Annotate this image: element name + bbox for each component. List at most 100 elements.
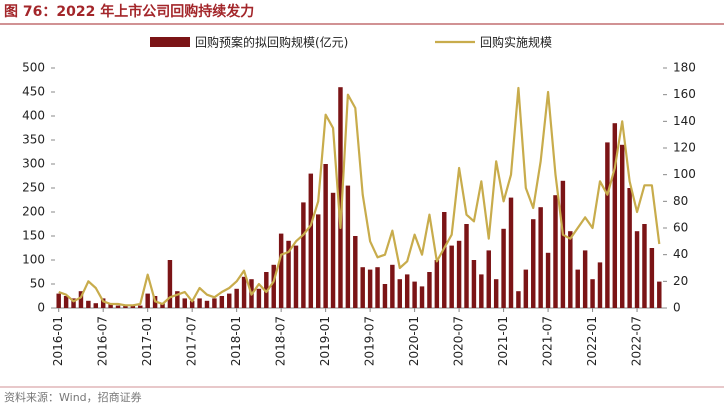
y-tick-label: 50 [30, 277, 45, 291]
bar [367, 269, 373, 308]
y2-tick-label: 20 [673, 274, 688, 288]
bar [100, 298, 106, 308]
bar [204, 300, 210, 308]
bar [419, 286, 425, 308]
bar [86, 300, 91, 308]
bar [115, 305, 121, 308]
bar [486, 250, 491, 308]
x-tick-label: 2017-07 [185, 316, 199, 366]
bar [63, 296, 69, 308]
bar [523, 269, 529, 308]
bar [449, 245, 454, 308]
bar [516, 291, 521, 308]
bar [501, 228, 506, 308]
bar [189, 300, 195, 308]
bar [271, 264, 276, 308]
bar [427, 272, 432, 308]
bar [353, 236, 358, 308]
y-tick-label: 200 [22, 205, 45, 219]
x-tick-label: 2018-07 [274, 316, 288, 366]
bar [612, 123, 618, 308]
bar [123, 305, 128, 308]
bar [553, 195, 558, 308]
y-tick-label: 150 [22, 229, 45, 243]
bar [286, 240, 291, 308]
bar [412, 281, 417, 308]
bar [560, 180, 566, 308]
bar [219, 296, 225, 308]
y2-tick-label: 160 [673, 87, 696, 101]
y-tick-label: 300 [22, 157, 45, 171]
x-tick-label: 2016-01 [51, 316, 65, 366]
bar [597, 262, 603, 308]
bar [568, 231, 573, 308]
bar [175, 291, 180, 308]
bar [323, 164, 328, 308]
bar [642, 224, 647, 308]
bar [108, 303, 113, 308]
x-tick-label: 2017-01 [140, 316, 154, 366]
x-tick-label: 2022-07 [630, 316, 644, 366]
x-tick-label: 2021-01 [496, 316, 510, 366]
bar [278, 233, 284, 308]
bar [345, 185, 351, 308]
y-tick-label: 400 [22, 109, 45, 123]
bar [160, 303, 165, 308]
bar [56, 293, 61, 308]
bar [71, 298, 76, 308]
y2-tick-label: 0 [673, 301, 681, 315]
bar [234, 288, 239, 308]
y2-tick-label: 40 [673, 247, 688, 261]
y-tick-label: 100 [22, 253, 45, 267]
y2-tick-label: 100 [673, 167, 696, 181]
y-tick-label: 500 [22, 61, 45, 75]
bar [456, 240, 462, 308]
bar [508, 197, 514, 308]
bar [590, 279, 595, 308]
bar [256, 288, 262, 308]
bar [649, 248, 655, 308]
bar [538, 207, 543, 308]
x-tick-label: 2020-07 [452, 316, 466, 366]
bar [182, 298, 187, 308]
y-tick-label: 0 [37, 301, 45, 315]
x-tick-label: 2021-07 [541, 316, 555, 366]
bar [375, 267, 380, 308]
y2-tick-label: 180 [673, 61, 696, 75]
bar [397, 279, 403, 308]
bar [264, 272, 269, 308]
legend-label: 回购实施规模 [480, 35, 552, 50]
bar [227, 293, 232, 308]
bar [493, 279, 499, 308]
line [58, 86, 661, 307]
bar [434, 260, 440, 308]
bar [212, 298, 217, 308]
y2-tick-label: 60 [673, 221, 688, 235]
bar [197, 298, 202, 308]
bar [382, 284, 388, 308]
bar [545, 252, 551, 308]
x-tick-label: 2020-01 [407, 316, 421, 366]
bar [464, 224, 469, 308]
source: 资料来源：Wind，招商证券 [4, 390, 142, 404]
bar [390, 264, 395, 308]
bar [338, 87, 343, 308]
bar [360, 267, 365, 308]
bar [627, 188, 632, 308]
bar [531, 219, 536, 308]
bar [78, 291, 84, 308]
bar [293, 245, 299, 308]
x-tick-label: 2018-01 [229, 316, 243, 366]
bar [404, 274, 410, 308]
legend-swatch [150, 37, 190, 47]
bar [605, 142, 610, 308]
bar [241, 276, 247, 308]
y2-tick-label: 140 [673, 114, 696, 128]
bar [145, 293, 150, 308]
y2-tick-label: 120 [673, 141, 696, 155]
bar [301, 202, 306, 308]
bar [330, 192, 336, 308]
bar [130, 305, 136, 308]
chart-title: 图 76：2022 年上市公司回购持续发力 [4, 3, 254, 20]
